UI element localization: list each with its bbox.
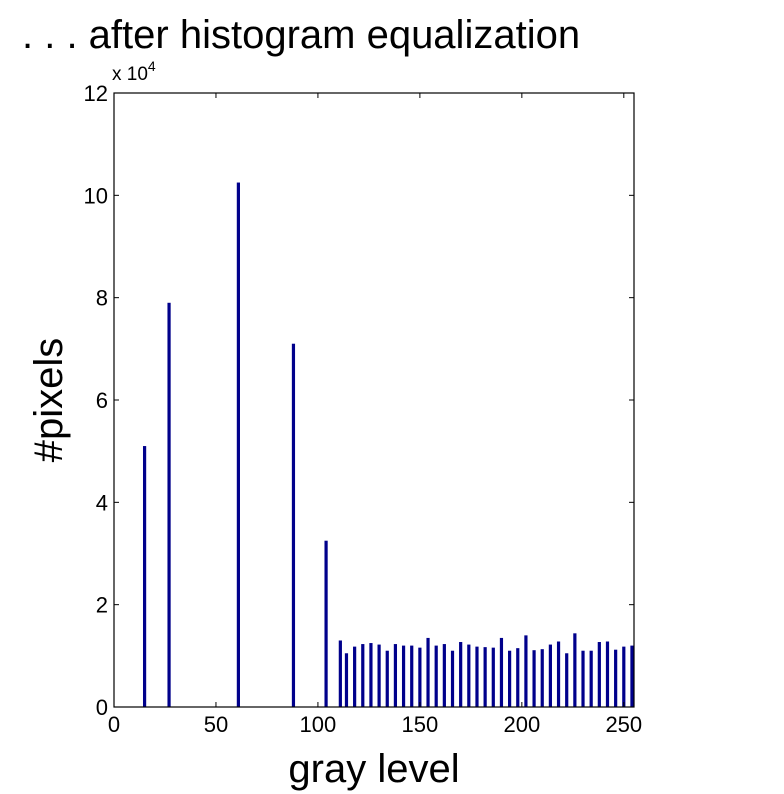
histogram-bar: [524, 635, 528, 707]
histogram-bar: [483, 647, 487, 707]
histogram-bar: [393, 644, 398, 707]
y-tick-label: 0: [96, 695, 108, 720]
histogram-bar: [491, 647, 495, 707]
histogram-bar: [377, 644, 381, 707]
x-tick-label: 250: [605, 712, 642, 737]
histogram-bar: [499, 637, 504, 707]
y-tick-label: 4: [96, 490, 108, 515]
y-ticks: 0 2 4 6 8 10 12: [84, 81, 634, 720]
histogram-bar: [236, 182, 240, 707]
x-tick-label: 50: [204, 712, 228, 737]
histogram-bar: [401, 645, 406, 707]
histogram-bar: [426, 637, 430, 707]
histogram-bar: [353, 646, 357, 707]
histogram-bar: [361, 644, 365, 707]
y-tick-label: 12: [84, 81, 108, 106]
x-tick-label: 100: [300, 712, 337, 737]
histogram-bar: [338, 640, 342, 707]
chart-title: . . . after histogram equalization: [22, 13, 580, 57]
histogram-bar: [142, 446, 147, 707]
y-tick-label: 10: [84, 183, 108, 208]
histogram-bar: [532, 650, 536, 707]
y-axis-multiplier: x 104: [112, 58, 156, 85]
histogram-bar: [418, 647, 422, 707]
y-axis-label: #pixels: [27, 338, 71, 463]
bars-group: [142, 182, 634, 707]
histogram-bar: [442, 644, 446, 707]
histogram-bar: [597, 642, 601, 707]
plot-frame: [113, 92, 635, 708]
plot-area: [114, 93, 634, 707]
histogram-bar: [605, 641, 610, 707]
x-tick-label: 200: [503, 712, 540, 737]
histogram-bar: [622, 646, 626, 707]
histogram-bar: [516, 648, 520, 707]
histogram-bar: [434, 645, 438, 707]
histogram-bar: [589, 650, 593, 707]
histogram-bar: [344, 653, 349, 707]
histogram-bar: [410, 645, 414, 707]
y-axis-multiplier-exponent: 4: [148, 58, 156, 74]
histogram-bar: [291, 343, 296, 707]
histogram-bar: [324, 540, 328, 707]
x-ticks: 0 50 100 150 200 250: [108, 93, 642, 737]
histogram-bar: [459, 642, 463, 707]
histogram-bar: [573, 633, 577, 707]
histogram-bar: [556, 641, 561, 707]
x-axis-label: gray level: [288, 747, 459, 791]
histogram-bar: [630, 645, 634, 707]
x-tick-label: 0: [108, 712, 120, 737]
histogram-bar: [475, 646, 479, 707]
histogram-bar: [540, 649, 544, 707]
histogram-bar: [581, 650, 585, 707]
histogram-bar: [167, 302, 171, 707]
histogram-bar: [548, 644, 552, 707]
histogram-bar: [508, 650, 512, 707]
y-tick-label: 2: [96, 593, 108, 618]
x-tick-label: 150: [402, 712, 439, 737]
histogram-bar: [385, 650, 389, 707]
histogram-bar: [614, 649, 618, 707]
histogram-bar: [369, 643, 373, 707]
y-tick-label: 6: [96, 388, 108, 413]
histogram-bar: [467, 644, 471, 707]
histogram-bar: [450, 650, 455, 707]
y-tick-label: 8: [96, 286, 108, 311]
histogram-bar: [565, 653, 569, 707]
